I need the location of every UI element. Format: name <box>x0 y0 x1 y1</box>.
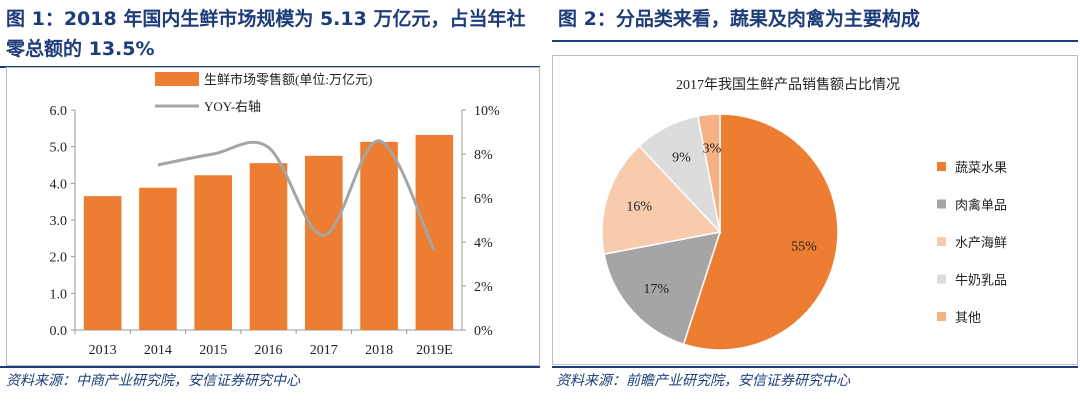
left-y-tick-label: 4.0 <box>50 177 68 192</box>
pie-chart-title: 2017年我国生鲜产品销售额占比情况 <box>676 77 900 93</box>
x-tick-label: 2014 <box>144 343 172 358</box>
right-y-tick-label: 2% <box>474 280 493 295</box>
pie-slice-0 <box>682 113 839 351</box>
left-y-tick-label: 2.0 <box>50 251 68 266</box>
left-source-note: 资料来源：中商产业研究院，安信证券研究中心 <box>6 373 300 389</box>
right-y-tick-label: 8% <box>474 148 493 163</box>
left-chart-frame: 生鲜市场零售额(单位:万亿元) YOY-右轴 0.0 1.0 2.0 3.0 4.0 5.… <box>6 67 540 366</box>
x-tick-label: 2015 <box>199 343 227 358</box>
x-tick-label: 2013 <box>89 343 117 358</box>
right-y-tick-label: 0% <box>474 324 493 339</box>
pie-legend-label-1: 肉禽单品 <box>955 198 1007 213</box>
right-y-tick-label: 4% <box>474 236 493 251</box>
right-source-note: 资料来源：前瞻产业研究院，安信证券研究中心 <box>556 373 850 389</box>
left-y-tick-label: 6.0 <box>50 104 68 119</box>
right-y-tick-label: 6% <box>474 192 493 207</box>
pie-legend-label-4: 其他 <box>955 310 981 325</box>
pie-slice-label-1: 17% <box>643 282 669 297</box>
right-source-rule <box>552 366 1078 368</box>
pie-legend-swatch-1 <box>937 199 946 209</box>
bar-line-chart: 生鲜市场零售额(单位:万亿元) YOY-右轴 0.0 1.0 2.0 3.0 4.0 5.… <box>50 72 501 358</box>
x-tick-label: 2018 <box>365 343 393 358</box>
legend-label-yoy: YOY-右轴 <box>204 99 261 114</box>
x-tick-label: 2019E <box>416 343 453 358</box>
pie-slice-1 <box>603 231 722 346</box>
yoy-line <box>157 139 436 252</box>
right-chart-frame: 2017年我国生鲜产品销售额占比情况 55% 17% 16% 9% 3% 蔬菜水果肉禽单… <box>552 55 1078 365</box>
bar-2019E <box>415 134 454 330</box>
bar-2015 <box>194 175 233 330</box>
left-figure-panel: 图 1：2018 年国内生鲜市场规模为 5.13 万亿元，占当年社零总额的 13… <box>0 8 540 389</box>
bar-2017 <box>304 155 343 330</box>
left-y-tick-label: 1.0 <box>50 287 68 302</box>
pie-slice-4 <box>697 113 721 233</box>
left-y-tick-label: 0.0 <box>50 324 68 339</box>
legend-swatch-retail-sales <box>155 72 199 86</box>
pie-legend-label-0: 蔬菜水果 <box>955 160 1007 175</box>
left-source-rule <box>0 366 540 368</box>
pie-legend-swatch-4 <box>937 312 946 321</box>
pie-slice-label-0: 55% <box>791 239 817 254</box>
right-figure-panel: 图 2：分品类来看，蔬果及肉禽为主要构成 2017年我国生鲜产品销售额占比情况 … <box>552 0 1080 401</box>
pie-legend-label-2: 水产海鲜 <box>955 235 1007 250</box>
pie-slice-label-4: 3% <box>703 141 722 156</box>
bar-chart-plot-area: 0.0 1.0 2.0 3.0 4.0 5.0 6.0 0% 2% 4% 6% 8% 10% 2013 20… <box>50 104 501 358</box>
pie-legend-swatch-3 <box>937 274 946 284</box>
pie-slice-2 <box>601 144 722 255</box>
x-tick-label: 2016 <box>255 343 283 358</box>
left-y-tick-label: 5.0 <box>50 141 68 156</box>
pie-legend-label-3: 牛奶乳品 <box>955 273 1007 288</box>
bar-chart-legend: 生鲜市场零售额(单位:万亿元) YOY-右轴 <box>155 72 372 114</box>
left-y-tick-label: 3.0 <box>50 214 68 229</box>
pie-slice-label-2: 16% <box>626 200 652 215</box>
right-y-tick-label: 10% <box>474 104 500 119</box>
pie-legend-swatch-2 <box>937 237 946 246</box>
bar-2014 <box>139 187 177 330</box>
legend-label-retail-sales: 生鲜市场零售额(单位:万亿元) <box>204 72 372 87</box>
pie-slices: 55% 17% 16% 9% 3% <box>601 113 839 351</box>
x-tick-label: 2017 <box>310 343 338 358</box>
pie-chart: 2017年我国生鲜产品销售额占比情况 55% 17% 16% 9% 3% 蔬菜水果肉禽单… <box>601 77 1007 351</box>
pie-legend-swatch-0 <box>937 162 946 171</box>
bar-2013 <box>83 196 122 330</box>
right-title-rule <box>552 40 1078 42</box>
right-figure-title: 图 2：分品类来看，蔬果及肉禽为主要构成 <box>558 8 920 30</box>
pie-slice-label-3: 9% <box>672 150 691 165</box>
left-figure-title: 图 1：2018 年国内生鲜市场规模为 5.13 万亿元，占当年社零总额的 13… <box>6 8 526 60</box>
bar-2018 <box>360 141 398 330</box>
bar-2016 <box>249 163 288 330</box>
